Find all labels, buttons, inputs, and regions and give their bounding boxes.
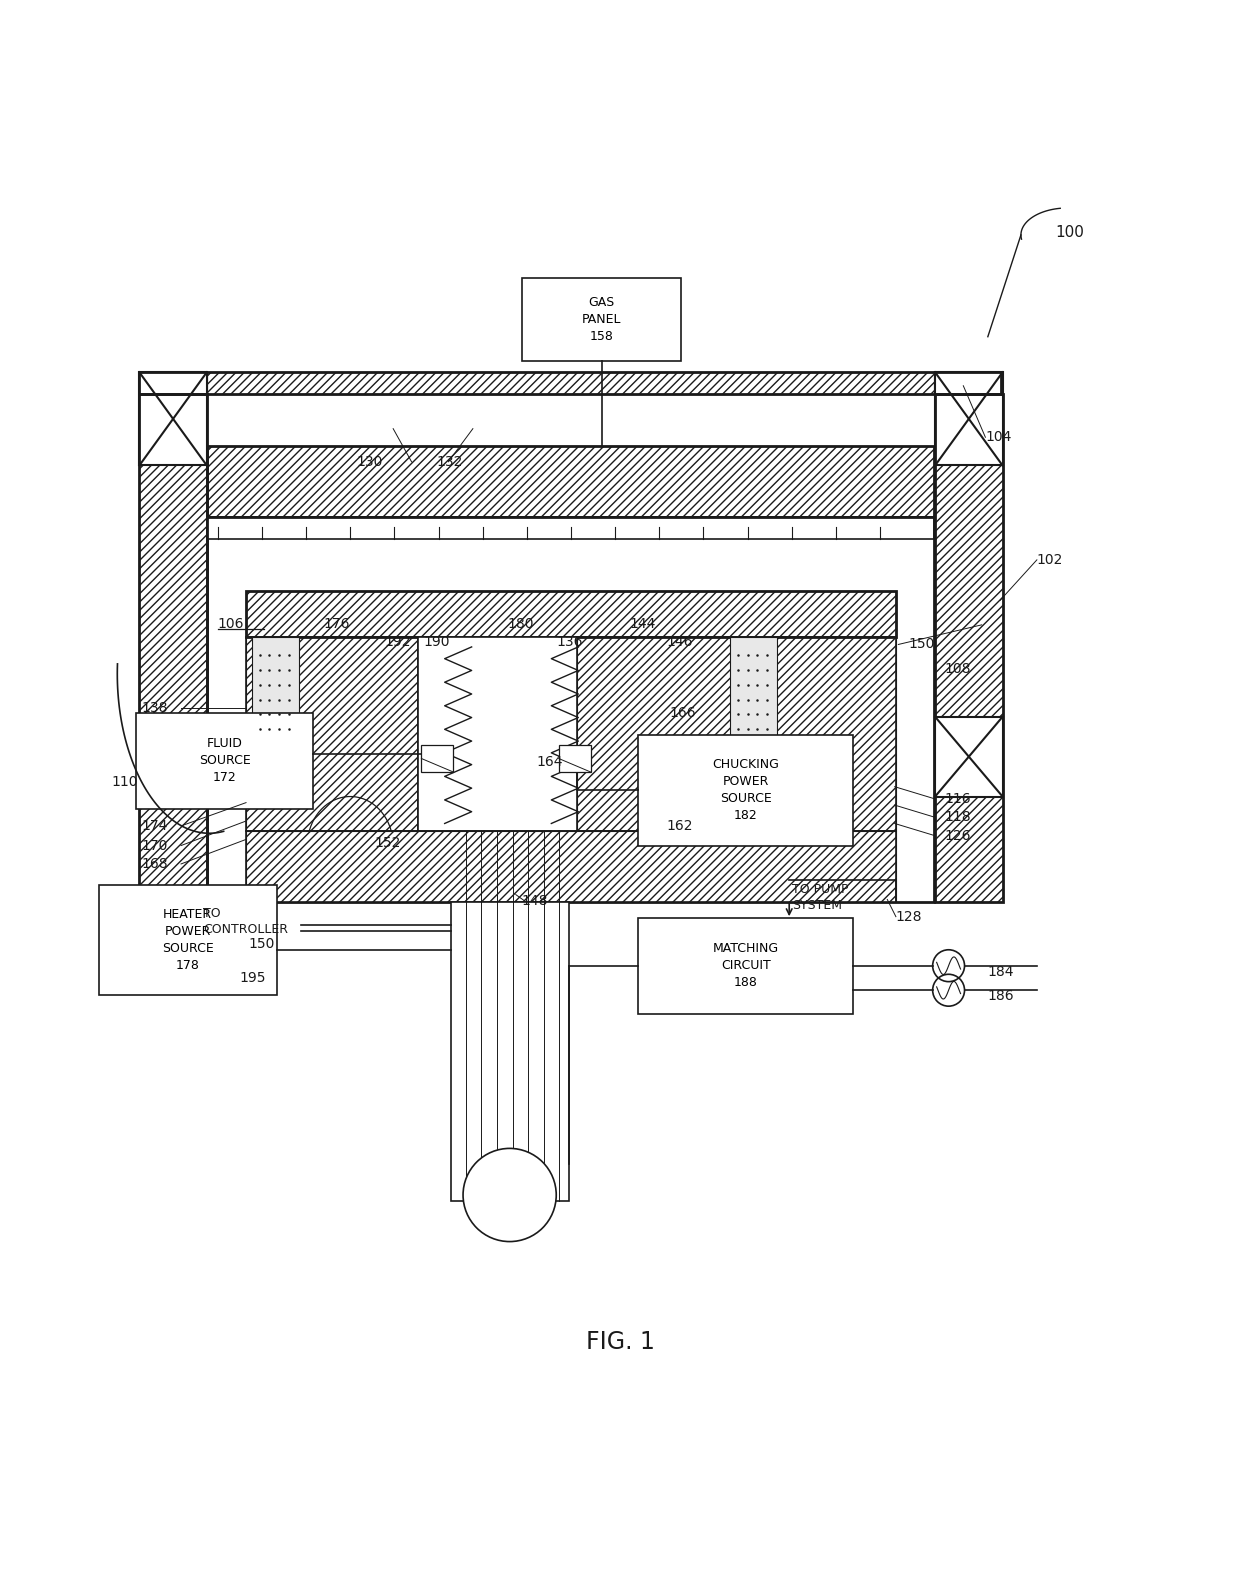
Text: FIG. 1: FIG. 1 <box>585 1330 655 1354</box>
Text: FLUID
SOURCE
172: FLUID SOURCE 172 <box>198 738 250 784</box>
Text: HEATER
POWER
SOURCE
178: HEATER POWER SOURCE 178 <box>162 908 213 972</box>
Text: 166: 166 <box>670 706 696 720</box>
Text: 180: 180 <box>507 616 533 631</box>
Text: 170: 170 <box>141 838 169 852</box>
Bar <box>246 832 895 902</box>
Text: 128: 128 <box>895 910 923 924</box>
Bar <box>99 884 277 996</box>
Circle shape <box>463 1149 557 1241</box>
Bar <box>139 373 1002 395</box>
Text: 130: 130 <box>356 454 383 468</box>
Bar <box>252 637 299 738</box>
Bar <box>207 446 934 518</box>
Text: 164: 164 <box>537 755 563 769</box>
Text: 174: 174 <box>141 819 169 833</box>
Text: 138: 138 <box>141 701 169 715</box>
Text: 150: 150 <box>908 637 935 652</box>
Text: 150: 150 <box>248 937 275 951</box>
Bar <box>451 902 568 1201</box>
Bar <box>935 373 1003 465</box>
Text: 104: 104 <box>986 430 1012 444</box>
Bar <box>577 637 895 832</box>
Bar <box>418 637 577 832</box>
Bar <box>422 746 454 773</box>
Bar <box>935 395 1003 902</box>
Bar <box>207 446 934 518</box>
Text: 195: 195 <box>239 972 267 984</box>
Text: TO
CONTROLLER: TO CONTROLLER <box>203 906 288 937</box>
Text: 186: 186 <box>988 989 1014 1004</box>
Text: 136: 136 <box>557 636 583 648</box>
Text: 192: 192 <box>384 636 412 648</box>
Bar <box>730 637 777 738</box>
Bar <box>246 591 895 637</box>
Text: 168: 168 <box>141 857 169 871</box>
Bar <box>246 637 418 832</box>
Bar <box>139 395 207 902</box>
Bar <box>246 832 895 902</box>
Text: 148: 148 <box>522 894 548 908</box>
Bar <box>207 373 934 395</box>
Text: 126: 126 <box>945 828 971 843</box>
Bar <box>207 518 934 538</box>
Text: 116: 116 <box>945 792 972 806</box>
Bar <box>139 395 207 902</box>
Text: 162: 162 <box>667 819 693 833</box>
Text: 110: 110 <box>112 774 138 789</box>
Text: 146: 146 <box>667 636 693 648</box>
Text: CHUCKING
POWER
SOURCE
182: CHUCKING POWER SOURCE 182 <box>712 758 779 822</box>
Text: 118: 118 <box>945 811 972 824</box>
Text: 152: 152 <box>374 836 402 851</box>
Text: GAS
PANEL
158: GAS PANEL 158 <box>582 296 621 342</box>
Bar <box>577 637 895 832</box>
Text: 100: 100 <box>1055 225 1084 241</box>
Bar <box>639 918 853 1013</box>
Bar <box>246 591 895 637</box>
Bar <box>135 714 314 809</box>
Text: 102: 102 <box>1037 553 1063 567</box>
Bar <box>139 717 207 796</box>
Text: 106: 106 <box>218 616 244 631</box>
Text: 184: 184 <box>988 965 1014 978</box>
Text: 132: 132 <box>436 454 463 468</box>
Bar <box>246 637 418 832</box>
Text: 144: 144 <box>630 616 656 631</box>
Bar <box>935 395 1003 902</box>
Bar <box>207 518 934 902</box>
Bar <box>522 277 681 362</box>
Text: 190: 190 <box>424 636 450 648</box>
Text: 108: 108 <box>945 663 971 675</box>
Text: MATCHING
CIRCUIT
188: MATCHING CIRCUIT 188 <box>713 941 779 989</box>
Bar <box>559 746 590 773</box>
Bar <box>935 717 1003 796</box>
Text: 176: 176 <box>324 616 350 631</box>
Bar <box>139 373 207 465</box>
Bar <box>639 736 853 846</box>
Text: TO PUMP
SYSTEM: TO PUMP SYSTEM <box>791 883 848 911</box>
